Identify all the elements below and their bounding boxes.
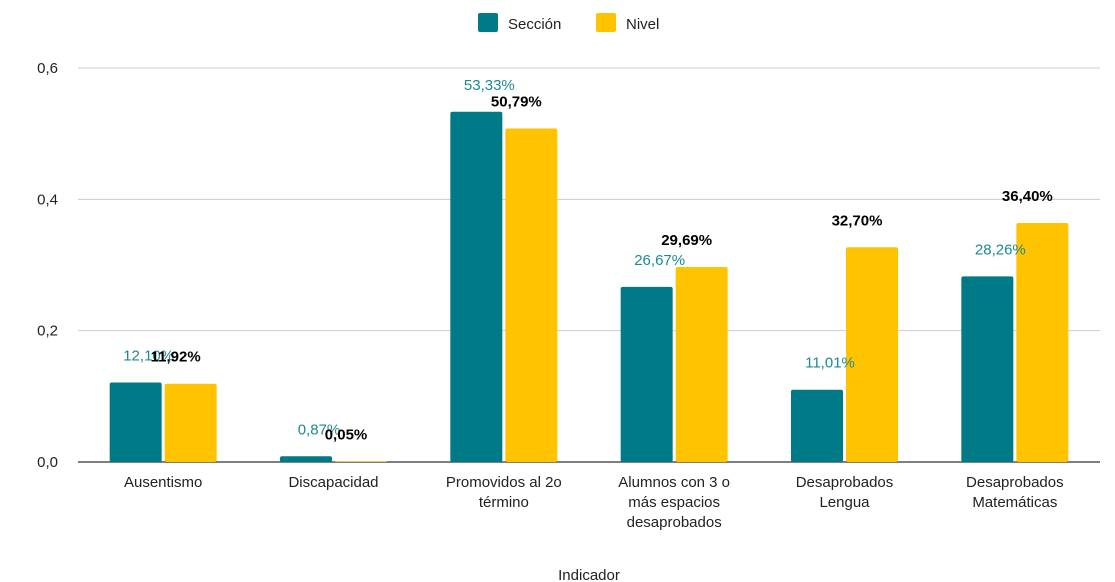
x-category-label-line: término — [479, 494, 529, 511]
legend-label-seccion: Sección — [508, 16, 561, 33]
x-category-label-line: Desaprobados — [966, 474, 1064, 491]
data-labels: 12,10%11,92% 0,87%0,05% 53,33%50,79% 26,67%… — [123, 77, 1053, 444]
data-label-seccion: 28,26% — [975, 241, 1026, 258]
data-label-nivel: 29,69% — [661, 232, 712, 249]
data-label-nivel: 11,92% — [151, 349, 201, 366]
y-tick-label: 0,2 — [37, 323, 58, 340]
bar-nivel — [505, 128, 558, 462]
x-category-label-line: Matemáticas — [972, 494, 1057, 511]
legend-swatch-nivel — [596, 13, 616, 32]
x-category-label: Alumnos con 3 o más espacios desaprobados — [618, 474, 730, 531]
bar-nivel — [335, 461, 387, 462]
bar-seccion — [620, 286, 673, 462]
bar-seccion — [961, 276, 1014, 462]
data-label-nivel: 36,40% — [1002, 188, 1053, 205]
bar-seccion — [791, 389, 843, 462]
y-tick-label: 0,4 — [37, 191, 58, 208]
bar-seccion — [280, 456, 332, 462]
bar-nivel — [1016, 222, 1069, 462]
x-category-label: Discapacidad — [288, 474, 378, 491]
x-category-label: Ausentismo — [124, 474, 202, 491]
x-category-label: Promovidos al 2o término — [446, 474, 562, 511]
data-label-nivel: 32,70% — [832, 212, 883, 229]
x-category-label-line: Desaprobados — [796, 474, 894, 491]
bar-seccion — [109, 382, 162, 462]
x-category-label: Desaprobados Matemáticas — [966, 474, 1064, 511]
bar-nivel — [675, 267, 728, 462]
bar-nivel — [846, 247, 898, 462]
legend: Sección Nivel — [478, 13, 659, 33]
x-category-label-line: Ausentismo — [124, 474, 202, 491]
data-label-nivel: 0,05% — [325, 427, 368, 444]
data-label-seccion: 12,10% — [123, 348, 174, 365]
x-category-label-line: desaprobados — [627, 514, 722, 531]
x-category-label: Desaprobados Lengua — [796, 474, 894, 511]
bars — [109, 111, 1069, 462]
x-axis-categories: Ausentismo Discapacidad Promovidos al 2o té… — [124, 474, 1064, 531]
legend-label-nivel: Nivel — [626, 16, 659, 33]
x-category-label-line: Discapacidad — [288, 474, 378, 491]
x-axis-title: Indicador — [558, 567, 620, 582]
y-axis-ticks: 0,0 0,2 0,4 0,6 — [37, 60, 58, 471]
data-label-seccion: 0,87% — [298, 421, 341, 438]
x-category-label-line: Promovidos al 2o — [446, 474, 562, 491]
y-tick-label: 0,0 — [37, 454, 58, 471]
legend-swatch-seccion — [478, 13, 498, 32]
x-category-label-line: Lengua — [819, 494, 870, 511]
bar-nivel — [164, 383, 217, 462]
data-label-nivel: 50,79% — [491, 93, 542, 110]
y-tick-label: 0,6 — [37, 60, 58, 77]
x-category-label-line: más espacios — [628, 494, 720, 511]
data-label-seccion: 26,67% — [634, 252, 685, 269]
gridlines — [78, 67, 1100, 463]
bar-seccion — [450, 111, 503, 462]
data-label-seccion: 11,01% — [805, 355, 855, 372]
x-category-label-line: Alumnos con 3 o — [618, 474, 730, 491]
data-label-seccion: 53,33% — [464, 77, 515, 94]
